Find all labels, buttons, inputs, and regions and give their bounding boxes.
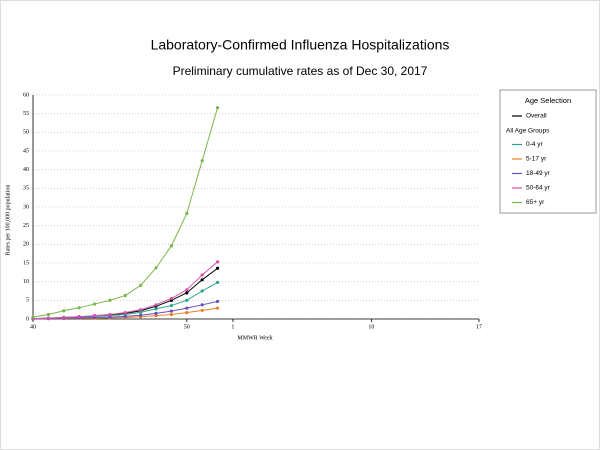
- y-tick-label: 35: [23, 186, 29, 192]
- data-point: [200, 159, 204, 163]
- data-point: [185, 211, 189, 215]
- data-point: [185, 298, 189, 302]
- data-point: [154, 266, 158, 270]
- data-point: [200, 278, 204, 282]
- data-point: [46, 312, 50, 317]
- data-point: [77, 306, 81, 310]
- legend-title: Age Selection: [525, 96, 571, 105]
- y-tick-label: 15: [23, 260, 29, 266]
- data-point: [31, 315, 35, 319]
- data-point: [200, 273, 204, 277]
- legend-label: 50-64 yr: [526, 185, 551, 192]
- y-tick-label: 20: [23, 242, 29, 248]
- legend-box: [499, 89, 597, 214]
- data-point: [92, 314, 97, 318]
- data-point: [46, 316, 50, 320]
- y-tick-label: 60: [23, 92, 29, 98]
- data-point: [200, 308, 204, 313]
- y-tick-label: 5: [26, 298, 29, 304]
- legend-group-label: All Age Groups: [506, 128, 550, 135]
- y-tick-label: 50: [23, 130, 29, 136]
- data-point: [108, 298, 112, 302]
- y-tick-label: 45: [23, 148, 29, 154]
- data-point: [154, 303, 158, 307]
- data-point: [139, 313, 143, 317]
- data-point: [139, 308, 143, 312]
- data-point: [123, 311, 127, 315]
- data-point: [185, 311, 189, 315]
- x-tick-label: 1: [231, 324, 234, 330]
- data-point: [77, 315, 81, 319]
- data-point: [185, 291, 189, 295]
- data-point: [215, 266, 220, 270]
- data-point: [215, 299, 220, 304]
- y-tick-label: 30: [23, 204, 29, 210]
- y-tick-label: 0: [26, 316, 29, 322]
- data-point: [62, 315, 66, 320]
- data-point: [169, 312, 174, 317]
- data-point: [169, 296, 174, 301]
- data-point: [154, 314, 158, 318]
- y-axis-label: Rates per 100,000 population: [5, 185, 11, 256]
- data-point: [215, 106, 220, 110]
- legend-label: 0-4 yr: [526, 141, 543, 148]
- data-point: [139, 283, 143, 287]
- data-point: [169, 309, 174, 313]
- chart-subtitle: Preliminary cumulative rates as of Dec 3…: [173, 64, 428, 78]
- data-point: [200, 289, 204, 293]
- data-point: [108, 312, 112, 317]
- data-point: [154, 307, 158, 311]
- data-point: [215, 280, 220, 285]
- legend-label: Overall: [526, 113, 547, 120]
- x-tick-label: 50: [184, 324, 190, 330]
- y-tick-label: 25: [23, 223, 29, 229]
- data-point: [169, 303, 174, 308]
- data-point: [123, 314, 127, 318]
- series-line: [32, 107, 219, 318]
- x-tick-label: 40: [30, 324, 36, 330]
- y-tick-label: 10: [23, 279, 29, 285]
- data-point: [139, 310, 143, 314]
- data-point: [185, 288, 189, 292]
- data-point: [185, 306, 189, 310]
- data-point: [200, 303, 204, 307]
- data-point: [123, 293, 127, 298]
- y-tick-label: 40: [23, 167, 29, 173]
- data-point: [215, 306, 220, 310]
- data-point: [169, 244, 174, 248]
- x-tick-label: 10: [368, 324, 374, 330]
- x-axis-label: MMWR Week: [237, 335, 272, 341]
- legend-label: 18-49 yr: [526, 170, 551, 177]
- chart-title: Laboratory-Confirmed Influenza Hospitali…: [151, 37, 450, 53]
- data-point: [215, 260, 220, 264]
- data-point: [108, 315, 112, 319]
- data-point: [154, 311, 158, 315]
- legend-label: 5-17 yr: [526, 156, 547, 163]
- data-point: [62, 309, 66, 313]
- x-tick-label: 17: [476, 324, 482, 330]
- data-point: [92, 302, 97, 306]
- y-tick-label: 55: [23, 111, 29, 117]
- legend-label: 65+ yr: [526, 199, 545, 206]
